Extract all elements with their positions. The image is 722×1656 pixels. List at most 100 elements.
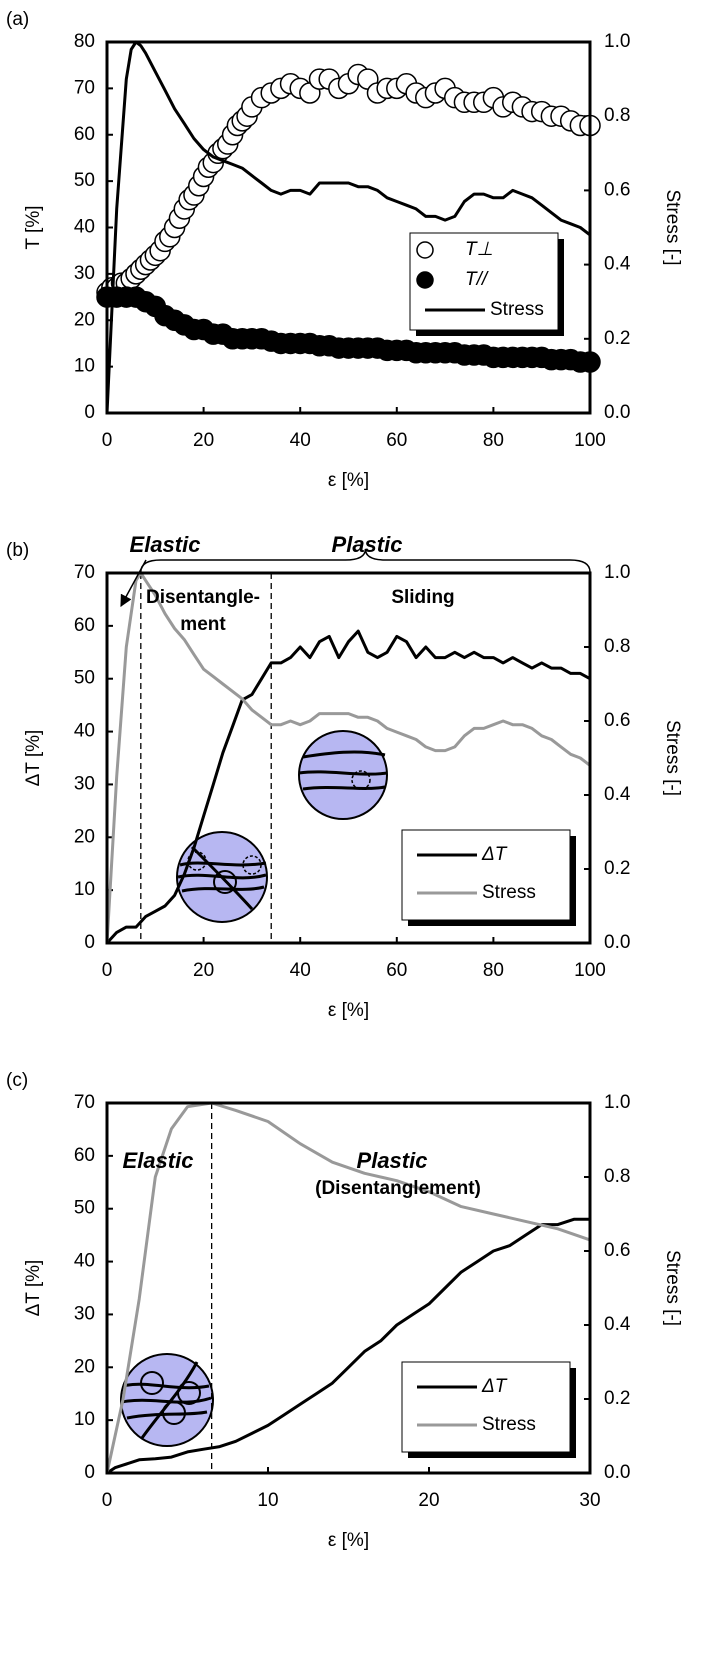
y-tick-label: 70 — [74, 77, 95, 98]
y-tick-label: 40 — [74, 721, 95, 742]
y2-tick-label: 0.8 — [604, 636, 630, 657]
legend-label: Stress — [482, 882, 536, 903]
y-tick-label: 60 — [74, 124, 95, 145]
annotation: (Disentanglement) — [315, 1178, 481, 1199]
y-tick-label: 70 — [74, 1092, 95, 1113]
y-tick-label: 70 — [74, 562, 95, 583]
legend-box — [401, 829, 571, 921]
plot-frame — [105, 40, 592, 415]
y-tick-label: 30 — [74, 263, 95, 284]
y2-tick-label: 1.0 — [604, 562, 630, 583]
annotation: Plastic — [332, 532, 403, 557]
y-tick-label: 50 — [74, 668, 95, 689]
annotation: Plastic — [357, 1148, 428, 1173]
y2-axis-title: Stress [-] — [662, 720, 683, 796]
plot-frame — [105, 1101, 592, 1475]
annotation: Sliding — [391, 587, 454, 608]
x-tick-label: 20 — [418, 1490, 439, 1511]
y-tick-label: 0 — [84, 932, 95, 953]
x-tick-label: 20 — [193, 430, 214, 451]
data-line — [105, 629, 591, 945]
x-tick-label: 0 — [102, 430, 113, 451]
legend-label: T⊥ — [465, 239, 493, 260]
y2-tick-label: 0.6 — [604, 179, 630, 200]
y-tick-label: 30 — [74, 1303, 95, 1324]
y-tick-label: 20 — [74, 826, 95, 847]
panel-label: (c) — [6, 1070, 28, 1091]
y-tick-label: 10 — [74, 356, 95, 377]
y2-axis-title: Stress [-] — [662, 189, 683, 265]
illustration-disc — [176, 831, 268, 923]
legend-label: ΔT — [481, 844, 508, 865]
y-tick-label: 20 — [74, 1356, 95, 1377]
y2-tick-label: 0.0 — [604, 1462, 630, 1483]
y-tick-label: 40 — [74, 217, 95, 238]
legend-label: Stress — [490, 299, 544, 320]
y-tick-label: 50 — [74, 170, 95, 191]
data-line — [105, 571, 591, 944]
panel: (c) 0 10 20 30 40 50 60 70 0.0 0.2 0.4 0.6 0.8 1.0 0 10 2… — [6, 1070, 683, 1551]
y2-tick-label: 0.4 — [604, 254, 631, 275]
legend-label: ΔT — [481, 1376, 508, 1397]
y2-tick-label: 0.2 — [604, 858, 630, 879]
y-tick-label: 10 — [74, 1409, 95, 1430]
y2-tick-label: 1.0 — [604, 1092, 630, 1113]
y-tick-label: 50 — [74, 1198, 95, 1219]
y-tick-label: 0 — [84, 1462, 95, 1483]
legend-box — [401, 1361, 571, 1453]
legend-symbol — [416, 271, 434, 289]
y2-tick-label: 0.6 — [604, 710, 630, 731]
x-tick-label: 0 — [102, 1490, 113, 1511]
legend-box — [409, 232, 559, 331]
x-tick-label: 30 — [579, 1490, 600, 1511]
y2-tick-label: 0.2 — [604, 1388, 630, 1409]
legend-symbol — [416, 241, 434, 259]
panel-label: (a) — [6, 9, 29, 30]
illustration-disc — [298, 730, 388, 820]
annotation: Disentangle- — [146, 587, 260, 608]
y2-tick-label: 0.8 — [604, 105, 630, 126]
y-tick-label: 20 — [74, 309, 95, 330]
y2-tick-label: 1.0 — [604, 31, 630, 52]
x-tick-label: 80 — [483, 960, 504, 981]
y2-tick-label: 0.2 — [604, 328, 630, 349]
y2-axis-title: Stress [-] — [662, 1250, 683, 1326]
y-axis-title: T [%] — [23, 206, 44, 250]
y2-tick-label: 0.6 — [604, 1240, 630, 1261]
x-axis-title: ε [%] — [328, 470, 369, 491]
x-tick-label: 100 — [574, 960, 606, 981]
annotation: Elastic — [130, 532, 201, 557]
y-axis-title: ΔT [%] — [23, 1260, 44, 1317]
data-line — [106, 1217, 590, 1475]
y-tick-label: 40 — [74, 1251, 95, 1272]
y-tick-label: 10 — [74, 879, 95, 900]
plastic-brace — [140, 548, 591, 573]
illustration-disc — [120, 1353, 214, 1447]
y2-tick-label: 0.8 — [604, 1166, 630, 1187]
y2-tick-label: 0.4 — [604, 1314, 631, 1335]
x-axis-title: ε [%] — [328, 1530, 369, 1551]
x-tick-label: 10 — [257, 1490, 278, 1511]
annotation: ment — [180, 614, 226, 635]
y-tick-label: 60 — [74, 1145, 95, 1166]
x-axis-title: ε [%] — [328, 1000, 369, 1021]
x-tick-label: 40 — [290, 430, 311, 451]
panel-label: (b) — [6, 540, 29, 561]
y-tick-label: 80 — [74, 31, 95, 52]
y-tick-label: 30 — [74, 773, 95, 794]
annotation: Elastic — [123, 1148, 194, 1173]
data-line — [105, 40, 591, 414]
data-line — [105, 1101, 591, 1474]
x-tick-label: 0 — [102, 960, 113, 981]
panel: (a) 0 10 20 30 40 50 60 70 80 0.0 0.2 0.4 0.6 0.8 1.0 0 2… — [6, 9, 683, 491]
panel: (b) 0 10 20 30 40 50 60 70 0.0 0.2 0.4 0.6 0.8 1.0 0 20 4… — [6, 532, 683, 1021]
x-tick-label: 20 — [193, 960, 214, 981]
x-tick-label: 100 — [574, 430, 606, 451]
y-tick-label: 0 — [84, 402, 95, 423]
y-axis-title: ΔT [%] — [23, 730, 44, 787]
x-tick-label: 60 — [386, 960, 407, 981]
plot-frame — [105, 571, 592, 945]
x-tick-label: 60 — [386, 430, 407, 451]
legend-label: T// — [465, 269, 489, 290]
